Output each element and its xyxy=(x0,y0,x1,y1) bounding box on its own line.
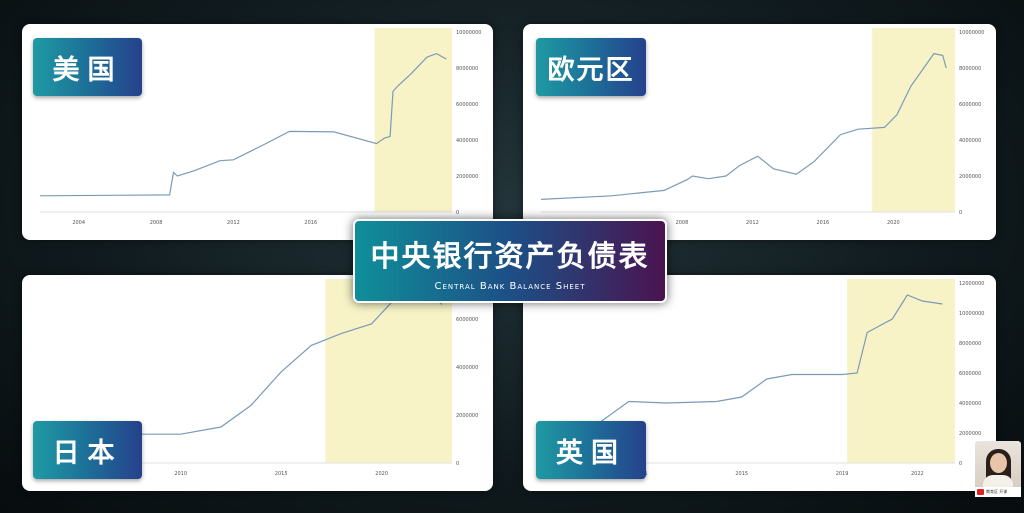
y-tick-label: 10000000 xyxy=(959,30,984,36)
highlight-band xyxy=(847,279,955,463)
y-tick-label: 12000000 xyxy=(959,281,984,287)
x-tick-label: 2008 xyxy=(676,220,689,226)
center-title-zh: 中央银行资产负债表 xyxy=(370,239,650,273)
y-tick-label: 6000000 xyxy=(456,317,478,323)
y-tick-label: 10000000 xyxy=(959,311,984,317)
chart-uk: 0 2000000 4000000 6000000 8000000 10000000 120… xyxy=(540,279,984,477)
youtube-icon xyxy=(977,489,984,495)
x-tick-label: 2012 xyxy=(746,220,759,226)
y-tick-label: 0 xyxy=(456,210,459,216)
y-tick-label: 8000000 xyxy=(959,66,981,72)
y-tick-label: 2000000 xyxy=(959,174,981,180)
y-tick-label: 4000000 xyxy=(959,401,981,407)
y-tick-label: 0 xyxy=(456,461,459,467)
label-uk: 英国 xyxy=(536,421,646,479)
presenter-face xyxy=(990,453,1007,473)
y-tick-label: 4000000 xyxy=(959,138,981,144)
chart-us: 0 2000000 4000000 6000000 8000000 10000000 200… xyxy=(39,28,481,226)
y-tick-label: 4000000 xyxy=(456,365,478,371)
center-title-box: 中央银行资产负债表 Central Bank Balance Sheet xyxy=(353,219,667,303)
label-japan: 日本 xyxy=(33,421,142,479)
y-tick-label: 2000000 xyxy=(959,431,981,437)
y-tick-label: 2000000 xyxy=(456,413,478,419)
webcam-overlay: 教育区 开课 xyxy=(975,441,1021,497)
x-tick-label: 2004 xyxy=(72,220,85,226)
y-tick-label: 0 xyxy=(959,210,962,216)
x-tick-label: 2016 xyxy=(817,220,830,226)
highlight-band xyxy=(374,28,452,212)
x-tick-label: 2019 xyxy=(836,471,849,477)
chart-card-uk: 0 2000000 4000000 6000000 8000000 10000000 120… xyxy=(523,275,996,491)
label-us: 美国 xyxy=(33,38,142,96)
balance-sheet-line xyxy=(540,294,943,431)
balance-sheet-line xyxy=(540,52,947,200)
y-tick-label: 8000000 xyxy=(959,341,981,347)
x-tick-label: 2016 xyxy=(304,220,317,226)
y-tick-label: 10000000 xyxy=(456,30,481,36)
chart-card-us: 0 2000000 4000000 6000000 8000000 10000000 200… xyxy=(22,24,493,240)
y-tick-label: 8000000 xyxy=(456,66,478,72)
x-tick-label: 2020 xyxy=(887,220,900,226)
y-tick-label: 6000000 xyxy=(456,102,478,108)
y-tick-label: 6000000 xyxy=(959,102,981,108)
y-tick-label: 2000000 xyxy=(456,174,478,180)
center-title-en: Central Bank Balance Sheet xyxy=(434,281,586,292)
balance-sheet-line xyxy=(39,52,447,197)
x-tick-label: 2020 xyxy=(375,471,388,477)
y-tick-label: 6000000 xyxy=(959,371,981,377)
x-tick-label: 2010 xyxy=(174,471,187,477)
highlight-band xyxy=(872,28,955,212)
x-tick-label: 2008 xyxy=(150,220,163,226)
x-tick-label: 2015 xyxy=(735,471,748,477)
y-tick-label: 4000000 xyxy=(456,138,478,144)
x-tick-label: 2012 xyxy=(227,220,240,226)
x-tick-label: 2015 xyxy=(275,471,288,477)
webcam-caption: 教育区 开课 xyxy=(986,489,1008,494)
webcam-caption-bar: 教育区 开课 xyxy=(975,487,1021,497)
label-euro: 欧元区 xyxy=(536,38,646,96)
chart-euro: 0 2000000 4000000 6000000 8000000 10000000 200… xyxy=(540,28,984,226)
highlight-band xyxy=(325,279,452,463)
y-tick-label: 0 xyxy=(959,461,962,467)
x-tick-label: 2022 xyxy=(911,471,924,477)
